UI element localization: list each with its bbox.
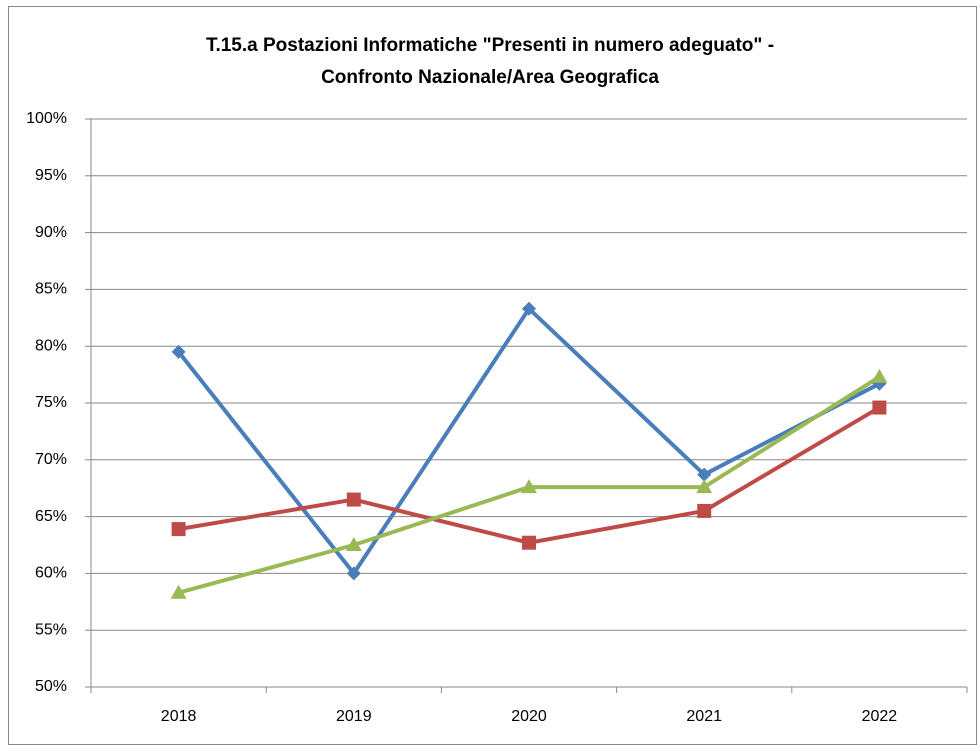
y-tick-label: 75% [35, 394, 67, 411]
chart-title: Confronto Nazionale/Area Geografica [321, 67, 659, 88]
marker [871, 368, 888, 383]
marker [697, 467, 712, 482]
marker [522, 301, 536, 316]
y-tick-label: 80% [35, 337, 67, 354]
marker [872, 400, 887, 415]
y-tick-label: 90% [35, 224, 67, 241]
y-tick-label: 95% [35, 167, 67, 184]
y-tick-label: 100% [26, 110, 67, 127]
y-tick-label: 65% [35, 508, 67, 525]
chart-border [8, 6, 977, 745]
chart-title: T.15.a Postazioni Informatiche "Presenti… [206, 35, 774, 56]
marker [346, 492, 361, 507]
x-tick-label: 2020 [511, 708, 547, 725]
marker [346, 566, 361, 581]
y-tick-label: 50% [35, 678, 67, 695]
x-tick-label: 2019 [336, 708, 372, 725]
x-tick-label: 2022 [862, 708, 898, 725]
y-tick-label: 60% [35, 565, 67, 582]
x-tick-label: 2018 [161, 708, 197, 725]
y-tick-label: 85% [35, 281, 67, 298]
marker [696, 479, 713, 494]
x-tick-label: 2021 [686, 708, 722, 725]
y-tick-label: 55% [35, 621, 67, 638]
marker [170, 584, 187, 599]
marker [697, 503, 712, 518]
marker [522, 535, 536, 550]
marker [171, 344, 186, 359]
marker [345, 537, 362, 551]
y-tick-label: 70% [35, 451, 67, 468]
marker [171, 522, 186, 537]
marker [521, 479, 537, 494]
